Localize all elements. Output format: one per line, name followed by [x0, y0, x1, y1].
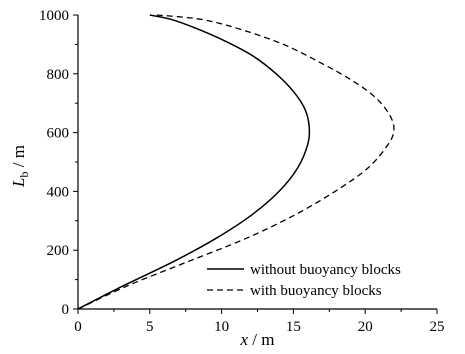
y-axis-label: Lb / m: [9, 145, 31, 188]
y-tick-label: 400: [47, 184, 70, 200]
x-tick-label: 5: [146, 319, 154, 335]
legend: without buoyancy blocks with buoyancy bl…: [207, 262, 401, 299]
y-tick-label: 1000: [39, 8, 69, 24]
y-tick-label: 0: [62, 302, 70, 318]
x-axis-label: x / m: [240, 330, 275, 349]
x-axis-var: x: [240, 330, 249, 349]
x-tick-label: 20: [358, 319, 373, 335]
legend-label-with-buoyancy: with buoyancy blocks: [250, 283, 382, 299]
ticks: 0 5 10 15 20 25 0 200 400 600 800 1000: [39, 8, 445, 335]
y-axis-var: L: [9, 177, 28, 187]
x-tick-label: 15: [286, 319, 301, 335]
x-axis-unit: / m: [248, 330, 274, 349]
series-group: [77, 14, 395, 310]
y-axis-unit: / m: [9, 145, 28, 171]
series-line-with-buoyancy: [77, 14, 395, 310]
x-tick-label: 10: [214, 319, 229, 335]
y-tick-label: 200: [47, 243, 70, 259]
y-axis-subscript: b: [17, 171, 31, 177]
series-line-without-buoyancy: [77, 14, 311, 310]
y-tick-label: 600: [47, 126, 70, 142]
x-tick-label: 0: [74, 319, 82, 335]
y-tick-label: 800: [47, 67, 70, 83]
legend-label-without-buoyancy: without buoyancy blocks: [250, 262, 401, 278]
x-tick-label: 25: [430, 319, 445, 335]
